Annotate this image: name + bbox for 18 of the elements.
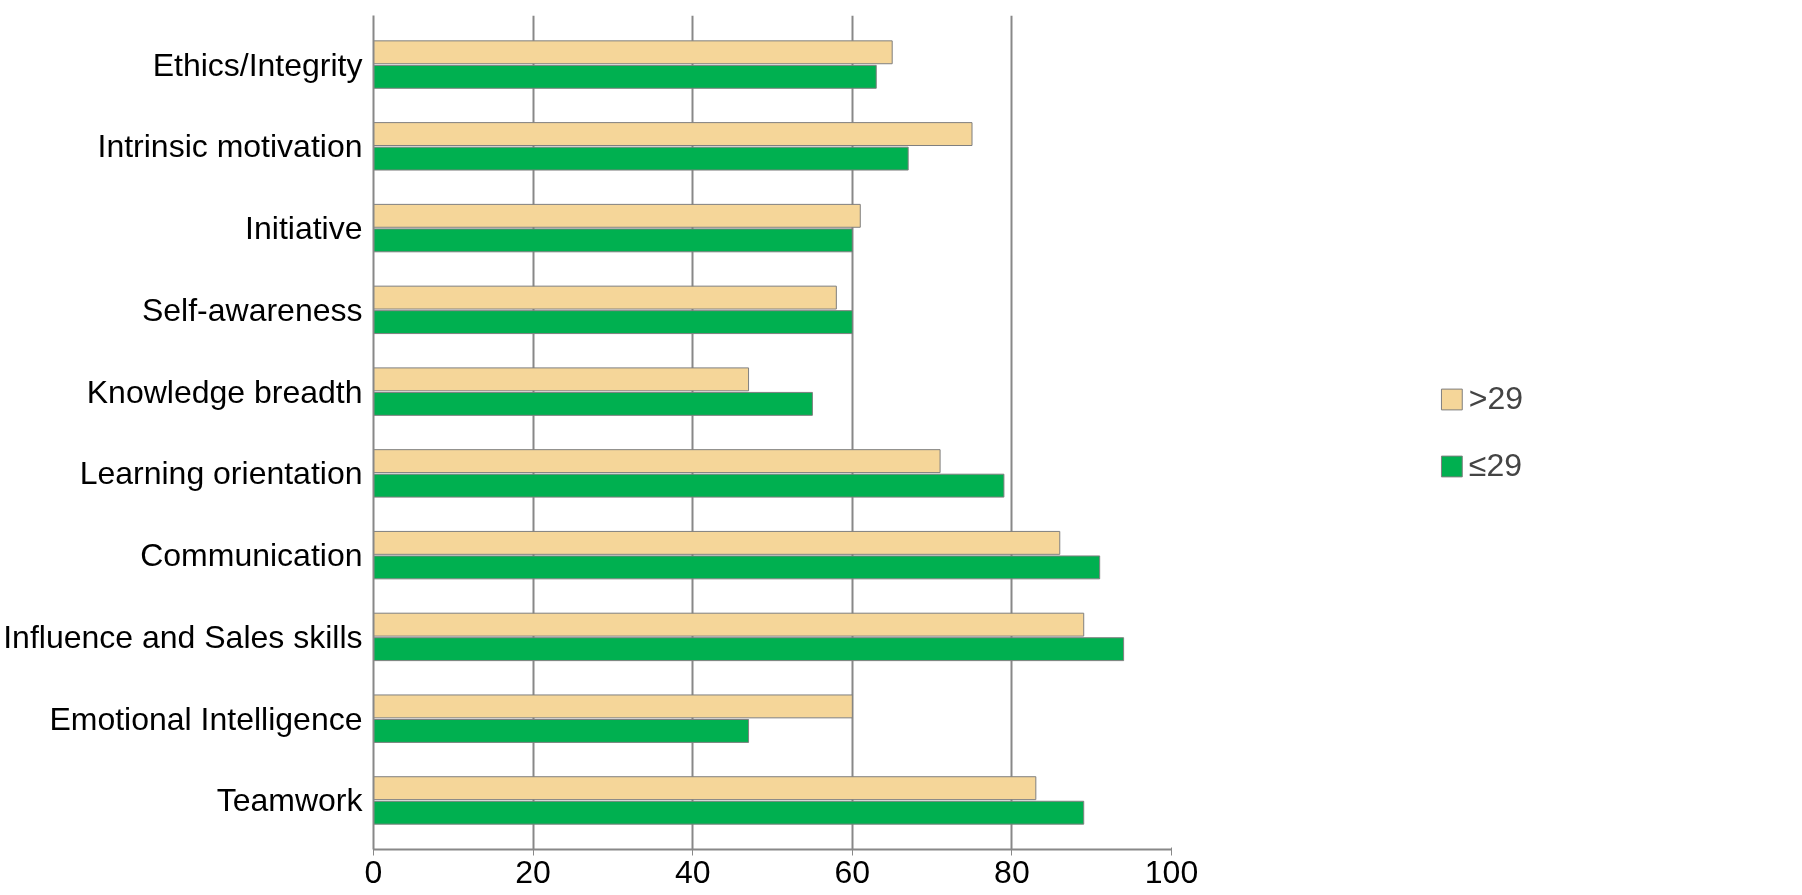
x-tick-label: 80 — [994, 853, 1030, 890]
x-tick-label: 0 — [364, 853, 383, 890]
x-tick-label: 40 — [674, 853, 711, 890]
legend-label: >29 — [1468, 380, 1524, 417]
y-tick-label: Emotional Intelligence — [49, 700, 363, 737]
x-tick-label: 60 — [834, 853, 871, 890]
y-tick-label: Communication — [140, 537, 363, 574]
x-tick-label: 100 — [1144, 853, 1199, 890]
y-tick-label: Learning orientation — [79, 455, 363, 492]
y-tick-label: Initiative — [245, 210, 363, 247]
y-tick-label: Influence and Sales skills — [3, 618, 363, 655]
y-tick-label: Knowledge breadth — [86, 373, 363, 410]
x-tick-label: 20 — [515, 853, 551, 890]
y-tick-label: Self-awareness — [141, 291, 363, 328]
y-tick-label: Intrinsic motivation — [97, 128, 363, 165]
legend-label: ≤29 — [1468, 447, 1523, 484]
y-tick-label: Teamwork — [216, 782, 364, 819]
y-tick-label: Ethics/Integrity — [152, 46, 363, 83]
